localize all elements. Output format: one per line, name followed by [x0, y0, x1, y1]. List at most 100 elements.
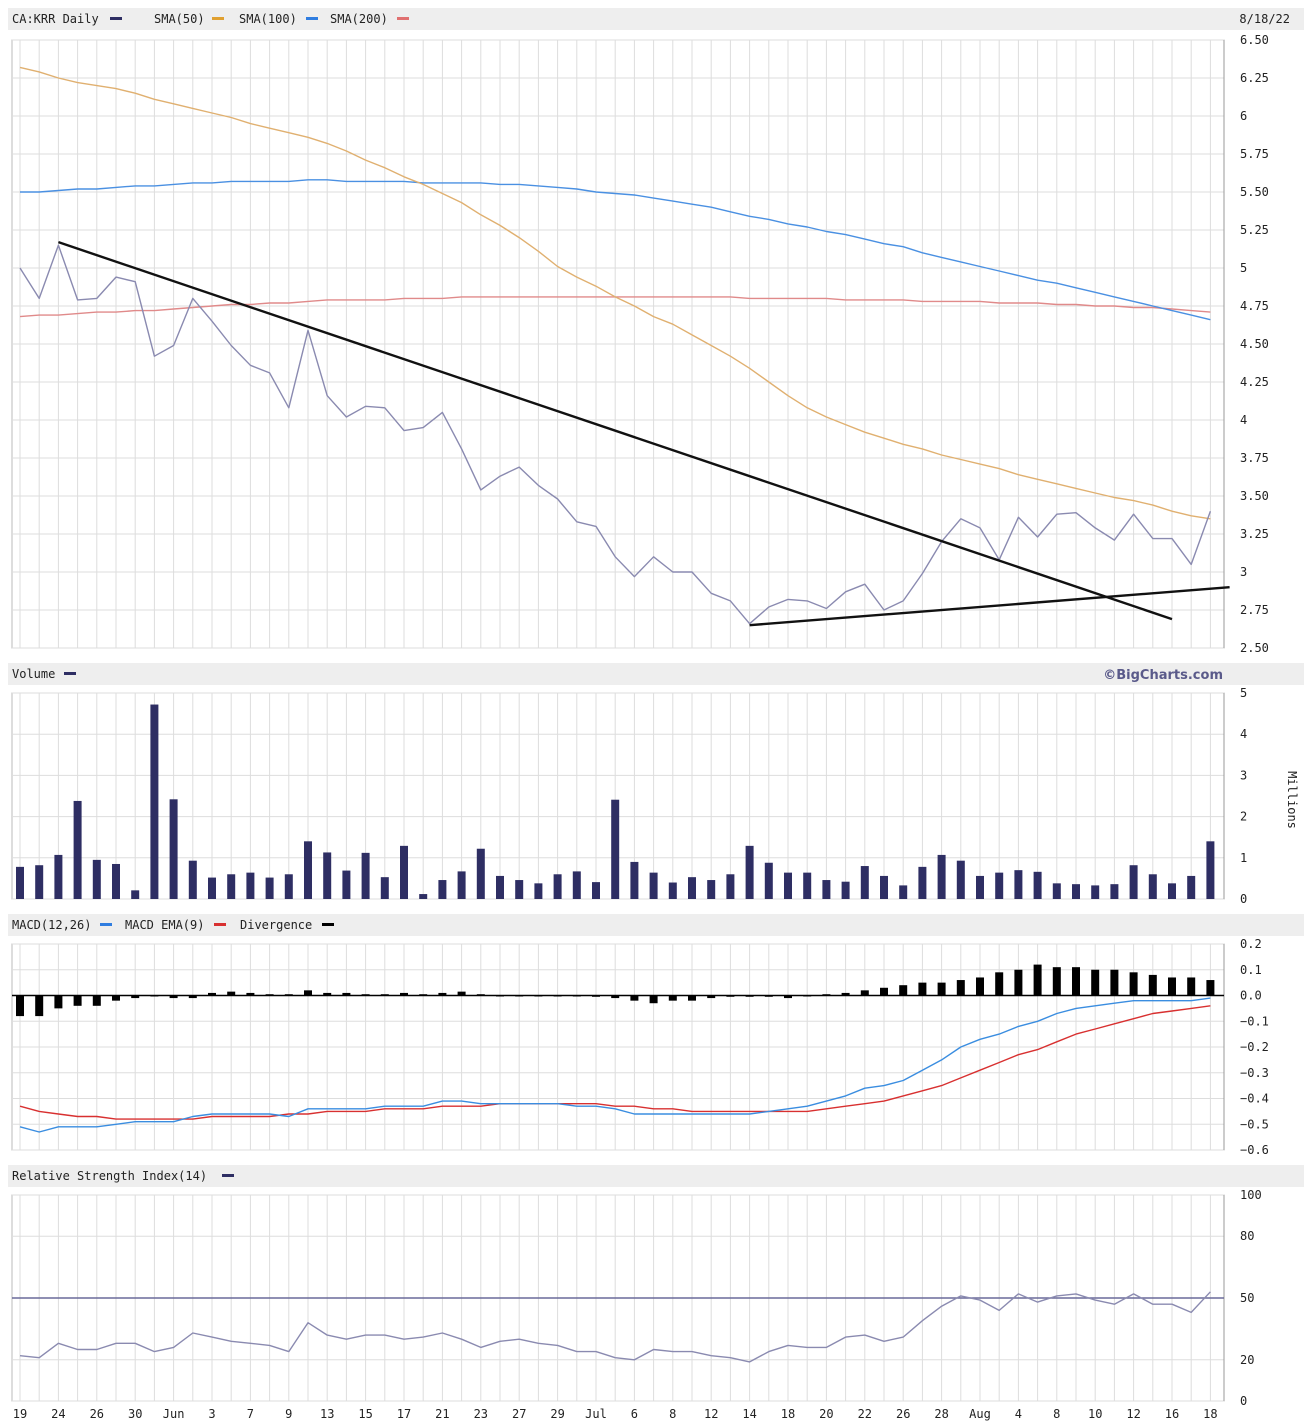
- macd-title: MACD(12,26): [12, 918, 91, 932]
- x-tick-label: 24: [51, 1407, 65, 1421]
- volume-bar: [92, 859, 101, 899]
- volume-bar: [1148, 874, 1157, 899]
- price-chart-title: CA:KRR Daily: [12, 12, 99, 26]
- divergence-bar: [169, 995, 178, 999]
- volume-tick-label: 5: [1240, 686, 1247, 700]
- divergence-bar: [860, 990, 869, 996]
- rsi-line: [19, 1291, 1211, 1363]
- macd-tick-label: −0.1: [1240, 1014, 1269, 1028]
- x-tick-label: 8: [669, 1407, 676, 1421]
- macd-ema-line: [19, 1005, 1211, 1120]
- macd-legend: MACD(12,26) MACD EMA(9) Divergence: [12, 918, 334, 932]
- price-tick-label: 3.75: [1240, 451, 1269, 465]
- price-tick-label: 4.50: [1240, 337, 1269, 351]
- divergence-bar: [54, 995, 63, 1009]
- volume-bar: [457, 871, 466, 899]
- volume-bar: [54, 854, 63, 899]
- volume-title: Volume: [12, 667, 55, 681]
- divergence-bar: [112, 995, 120, 1001]
- price-panel: 6.50 6.25 6 5.75 5.50 5.25 5 4.75 4.50 4.25 4 3.75 3…: [11, 33, 1269, 655]
- volume-bar: [16, 866, 24, 899]
- volume-bar: [918, 866, 927, 899]
- x-tick-label: 6: [631, 1407, 638, 1421]
- divergence-bar: [649, 995, 658, 1004]
- divergence-bar: [1091, 969, 1100, 996]
- volume-bar: [976, 875, 984, 899]
- volume-bar: [1129, 865, 1138, 899]
- price-date-label: 8/18/22: [1239, 12, 1290, 26]
- divergence-bar: [342, 992, 351, 996]
- price-tick-label: 6.25: [1240, 71, 1269, 85]
- rsi-tick-label: 50: [1240, 1291, 1254, 1305]
- divergence-bar: [208, 992, 216, 996]
- volume-bar: [899, 885, 908, 899]
- volume-bar: [73, 800, 82, 899]
- volume-bar: [438, 880, 447, 899]
- divergence-bar: [361, 994, 370, 996]
- x-tick-label: 12: [1126, 1407, 1140, 1421]
- price-legend: CA:KRR Daily SMA(50) SMA(100) SMA(200) 8…: [12, 12, 1290, 26]
- volume-bar: [995, 872, 1004, 899]
- volume-bar: [284, 874, 293, 899]
- price-series: [19, 66, 1230, 627]
- volume-tick-label: 1: [1240, 851, 1247, 865]
- volume-legend: Volume ©BigCharts.com Millions: [12, 667, 1299, 829]
- volume-bar: [688, 877, 696, 899]
- sma50-line: [19, 66, 1211, 520]
- volume-bar: [246, 872, 255, 899]
- macd-ema-swatch: [214, 923, 226, 926]
- divergence-bar: [304, 990, 312, 996]
- divergence-bar: [784, 995, 792, 999]
- volume-bar: [112, 863, 120, 899]
- volume-bar: [1052, 883, 1061, 899]
- divergence-bar: [400, 992, 408, 996]
- volume-tick-label: 2: [1240, 810, 1247, 824]
- price-tick-label: 2.75: [1240, 603, 1269, 617]
- x-tick-label: Jun: [163, 1407, 185, 1421]
- divergence-bar: [496, 995, 504, 997]
- divergence-bar: [995, 972, 1004, 996]
- price-tick-label: 6.50: [1240, 33, 1269, 47]
- volume-tick-label: 4: [1240, 727, 1247, 741]
- divergence-bar: [1033, 964, 1042, 996]
- volume-bar: [169, 799, 178, 899]
- volume-tick-label: 0: [1240, 892, 1247, 906]
- volume-bar: [476, 848, 485, 899]
- macd-legend-swatch: [100, 923, 112, 926]
- volume-legend-swatch: [64, 672, 76, 675]
- price-tick-label: 5.75: [1240, 147, 1269, 161]
- volume-bar: [323, 852, 332, 899]
- x-tick-label: 8: [1053, 1407, 1060, 1421]
- volume-bar: [35, 865, 44, 899]
- divergence-bar: [668, 995, 677, 1001]
- volume-bar: [1091, 885, 1100, 899]
- macd-tick-label: −0.4: [1240, 1092, 1269, 1106]
- divergence-label: Divergence: [240, 918, 312, 932]
- divergence-bar: [265, 994, 274, 996]
- divergence-bar: [419, 994, 428, 996]
- price-tick-label: 4: [1240, 413, 1247, 427]
- rsi-tick-label: 0: [1240, 1394, 1247, 1408]
- divergence-bar: [937, 982, 946, 996]
- x-tick-label: 7: [247, 1407, 254, 1421]
- volume-bar: [880, 875, 888, 899]
- divergence-bar: [822, 994, 831, 996]
- volume-bar: [592, 882, 600, 899]
- divergence-bar: [246, 992, 255, 996]
- rsi-legend-swatch: [222, 1174, 234, 1177]
- divergence-bar: [534, 995, 543, 997]
- divergence-swatch: [322, 923, 334, 926]
- x-tick-label: 16: [1165, 1407, 1179, 1421]
- x-tick-label: 10: [1088, 1407, 1102, 1421]
- volume-bar: [1110, 884, 1119, 899]
- trendline: [58, 241, 1173, 621]
- macd-axis-ticks: 0.2 0.1 0.0 −0.1 −0.2 −0.3 −0.4 −0.5 −0.6: [1240, 937, 1269, 1157]
- divergence-bar: [745, 995, 754, 997]
- x-tick-label: 22: [858, 1407, 872, 1421]
- divergence-bar: [899, 985, 908, 996]
- x-tick-label: 26: [896, 1407, 910, 1421]
- volume-bar: [419, 894, 428, 899]
- volume-bar: [188, 860, 197, 899]
- x-tick-label: 17: [397, 1407, 411, 1421]
